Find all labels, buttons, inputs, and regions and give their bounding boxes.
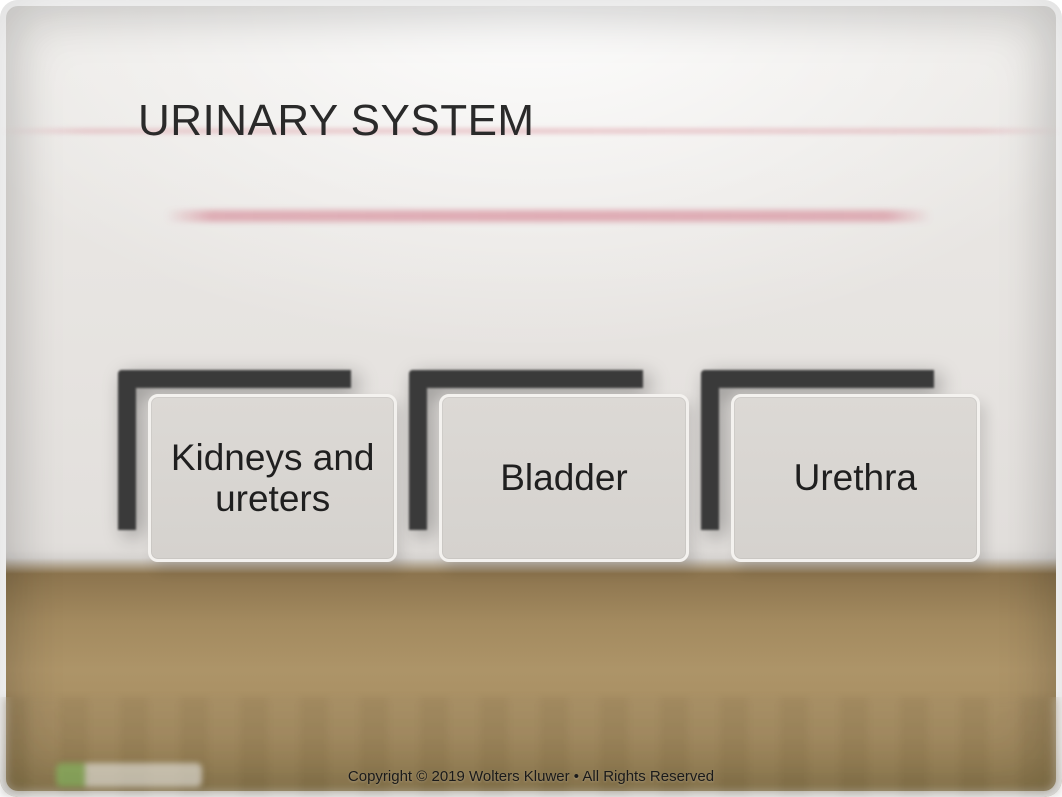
card-urethra: Urethra — [701, 370, 966, 556]
card-label: Kidneys and ureters — [165, 437, 380, 520]
card-kidneys-ureters: Kidneys and ureters — [118, 370, 383, 556]
card: Bladder — [439, 394, 688, 562]
card-bladder: Bladder — [409, 370, 674, 556]
copyright-footer: Copyright © 2019 Wolters Kluwer • All Ri… — [0, 768, 1062, 785]
card: Kidneys and ureters — [148, 394, 397, 562]
card: Urethra — [731, 394, 980, 562]
card-row: Kidneys and ureters Bladder Urethra — [118, 370, 966, 556]
card-label: Bladder — [500, 457, 628, 498]
card-label: Urethra — [794, 457, 917, 498]
accent-line-mid — [165, 210, 932, 222]
page-title: URINARY SYSTEM — [138, 96, 535, 146]
slide: URINARY SYSTEM Kidneys and ureters Bladd… — [0, 0, 1062, 797]
